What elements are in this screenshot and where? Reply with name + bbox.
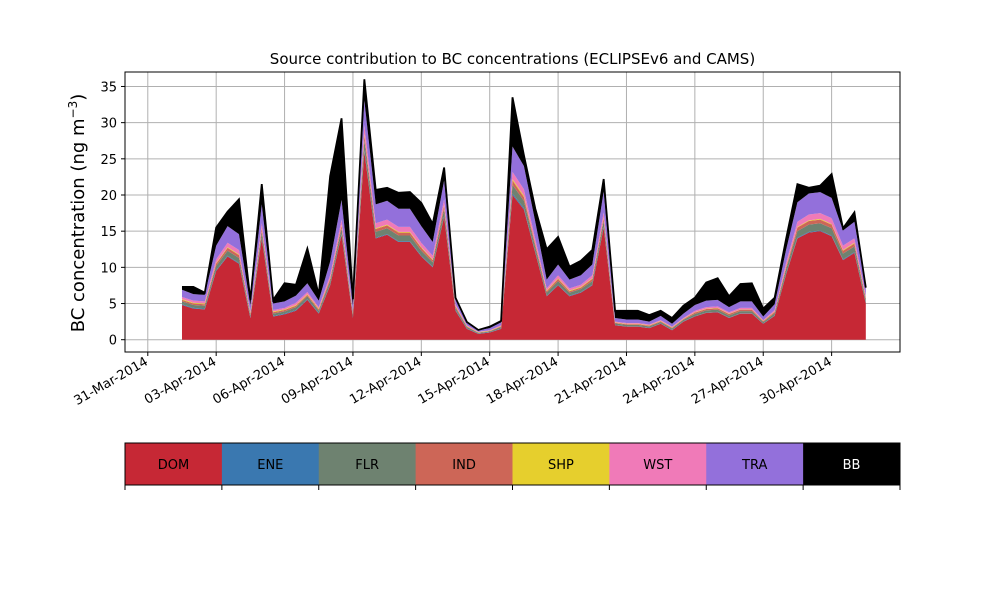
x-tick-label: 12-Apr-2014: [347, 354, 424, 407]
x-tick-label: 31-Mar-2014: [72, 354, 151, 408]
x-tick-label: 30-Apr-2014: [757, 354, 834, 407]
x-tick-label: 27-Apr-2014: [689, 354, 766, 407]
y-tick-label: 35: [100, 80, 117, 95]
y-axis-label-end: ): [68, 94, 89, 101]
y-axis-label: BC concentration (ng m−3): [66, 94, 89, 333]
y-tick-label: 0: [109, 334, 117, 349]
y-axis-label-sup: −3: [66, 101, 80, 119]
x-tick-label: 18-Apr-2014: [484, 354, 561, 407]
x-tick-label: 09-Apr-2014: [279, 354, 356, 407]
y-tick-label: 10: [100, 261, 117, 276]
area-dom: [181, 151, 866, 340]
colorbar-cell-ind: [415, 443, 513, 485]
y-tick-label: 20: [100, 189, 117, 204]
colorbar-label-ind: IND: [452, 458, 476, 473]
colorbar-cell-bb: [803, 443, 901, 485]
source-colorbar: DOM ENE FLR IND SHP WST TRA BB: [124, 442, 901, 490]
area-tra: [181, 100, 866, 332]
colorbar-cell-wst: [609, 443, 707, 485]
x-tick-label: 24-Apr-2014: [621, 354, 698, 407]
colorbar-cell-flr: [318, 443, 417, 485]
colorbar-label-shp: SHP: [548, 458, 574, 473]
colorbar-label-flr: FLR: [355, 458, 379, 473]
y-tick-label: 15: [100, 225, 117, 240]
colorbar-cell-ene: [221, 443, 320, 485]
colorbar-label-tra: TRA: [741, 458, 767, 473]
colorbar-cell-shp: [512, 443, 610, 485]
y-axis-ticks: 0 5 10 15 20 25 30 35: [100, 80, 125, 349]
colorbar-label-wst: WST: [643, 458, 672, 473]
y-tick-label: 30: [100, 117, 117, 132]
x-tick-label: 03-Apr-2014: [142, 354, 219, 407]
plot-frame: [124, 71, 901, 353]
colorbar-label-ene: ENE: [257, 458, 283, 473]
chart-title: Source contribution to BC concentrations…: [270, 50, 755, 68]
x-tick-label: 15-Apr-2014: [416, 354, 493, 407]
x-axis-ticks: 31-Mar-201403-Apr-201406-Apr-201409-Apr-…: [72, 352, 835, 409]
x-tick-label: 21-Apr-2014: [552, 354, 629, 407]
colorbar-label-dom: DOM: [158, 458, 189, 473]
y-tick-label: 5: [109, 298, 117, 313]
stacked-areas: [181, 79, 866, 340]
plot-area: 0 5 10 15 20 25 30 35 31-Mar-201403-Apr-201406-…: [72, 71, 901, 409]
x-tick-label: 06-Apr-2014: [210, 354, 287, 407]
colorbar-cell-dom: [125, 443, 223, 485]
total-line: [181, 79, 867, 331]
colorbar-cell-tra: [706, 443, 804, 485]
colorbar-label-bb: BB: [843, 458, 861, 473]
y-axis-label-main: BC concentration (ng m: [68, 118, 89, 332]
y-tick-label: 25: [100, 153, 117, 168]
